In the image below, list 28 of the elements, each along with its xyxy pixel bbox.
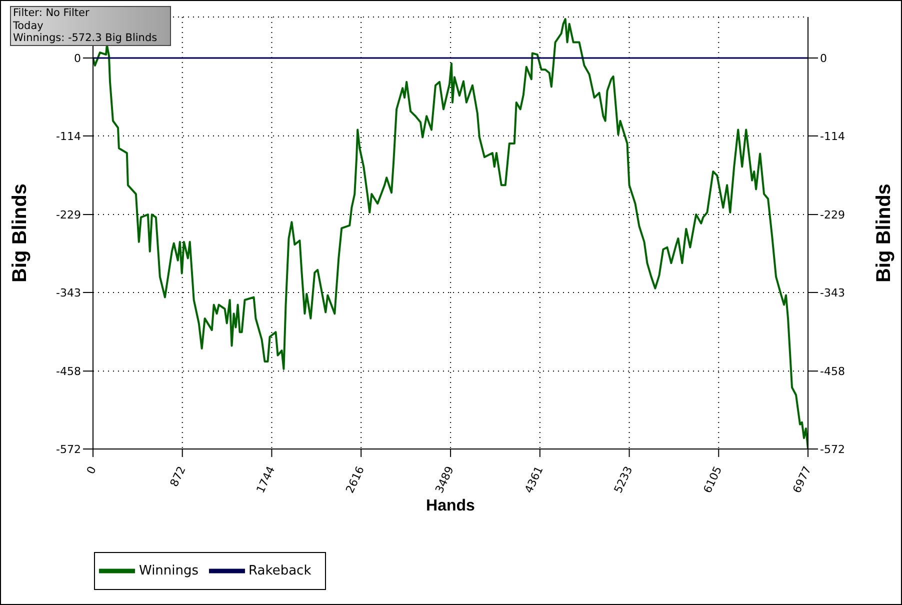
x-tick-label: 3489 xyxy=(432,464,456,496)
y-tick-label: -458 xyxy=(56,364,81,378)
y-axis-title: Big Blinds xyxy=(9,184,32,282)
x-axis-title: Hands xyxy=(426,497,476,514)
y2-tick-label: -458 xyxy=(820,364,845,378)
legend-label: Winnings xyxy=(139,564,199,579)
x-tick-label: 5233 xyxy=(612,464,636,496)
annotation: Winnings: -572.3 Big Blinds xyxy=(13,32,158,44)
y2-tick-label: -572 xyxy=(820,442,845,456)
x-tick-label: 6977 xyxy=(790,464,814,496)
y-tick-label: -229 xyxy=(56,208,81,222)
y2-axis-title: Big Blinds xyxy=(873,184,896,282)
x-tick-label: 0 xyxy=(84,464,99,476)
x-tick-label: 872 xyxy=(168,464,188,489)
x-tick-label: 4361 xyxy=(522,464,546,496)
y2-tick-label: -114 xyxy=(820,130,845,143)
info-panel: Filter: No Filter Today Winnings: -572.3 Big Blinds xyxy=(10,6,171,46)
y2-tick-label: -229 xyxy=(820,208,845,222)
y2-tick-label: -343 xyxy=(820,286,845,300)
x-tick-label: 6105 xyxy=(700,464,725,496)
y-tick-label: -343 xyxy=(56,286,81,300)
x-tick-label: 1744 xyxy=(254,464,278,496)
y-tick-label: -572 xyxy=(56,442,81,456)
legend-label: Rakeback xyxy=(248,564,312,579)
x-tick-label: 2616 xyxy=(343,464,367,496)
y-tick-label: 0 xyxy=(74,52,81,65)
y2-tick-label: 0 xyxy=(820,52,827,65)
y-tick-label: -114 xyxy=(56,130,81,143)
